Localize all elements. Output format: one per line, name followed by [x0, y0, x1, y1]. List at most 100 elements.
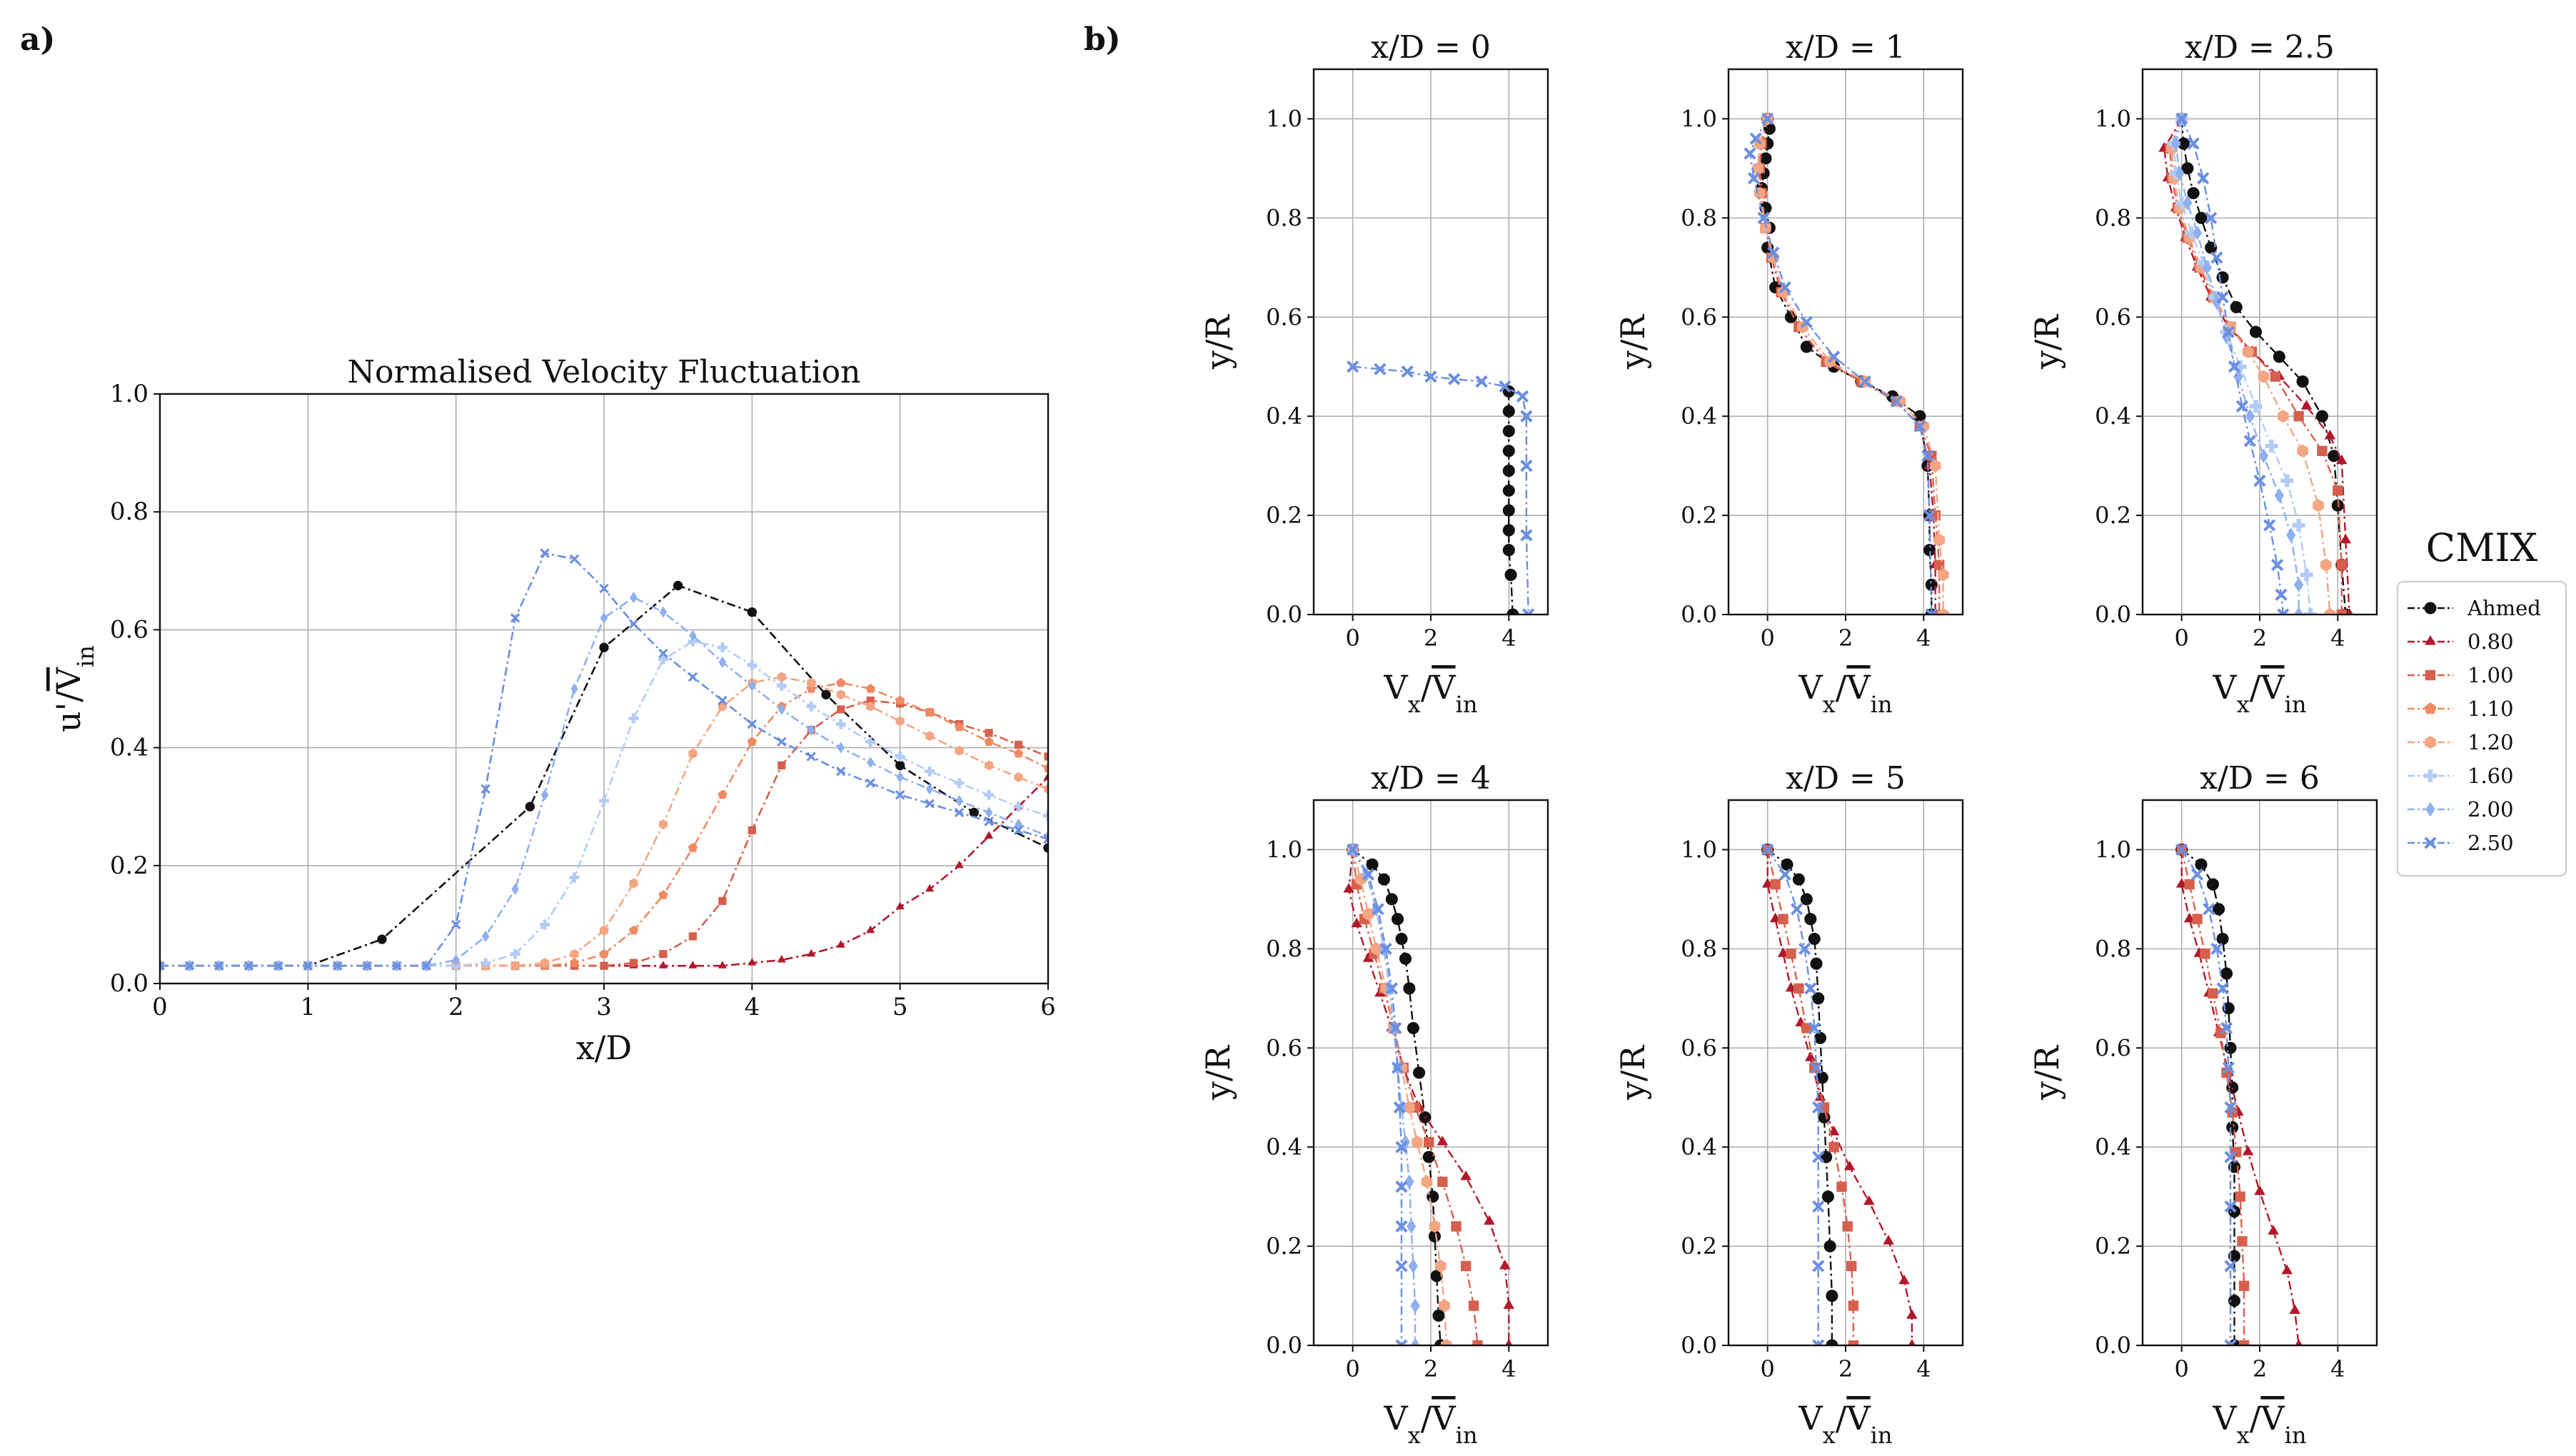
- point-2.50: [1347, 360, 1359, 373]
- point-0.80: [895, 901, 905, 910]
- point-2.00: [511, 883, 519, 895]
- series-line-0.80: [2180, 849, 2300, 1345]
- point-2.00: [1410, 1338, 1420, 1345]
- point-Ahmed: [2230, 300, 2243, 313]
- point-1.00: [778, 761, 786, 769]
- subplot-b2: 0 2 4 0.0 0.2 0.4 0.6 0.8 1.0 x/D = 1 Vx/Vin y/R: [1614, 29, 1964, 718]
- series-line-Ahmed: [1508, 391, 1514, 615]
- point-2.00: [2258, 448, 2269, 464]
- point-1.20: [2320, 558, 2332, 572]
- point-1.20: [658, 819, 668, 829]
- point-2.50: [2216, 290, 2229, 304]
- point-0.80: [2289, 1304, 2300, 1314]
- point-2.50: [1424, 370, 1437, 383]
- point-1.10: [1043, 763, 1048, 773]
- y-tick-label: 0.0: [2095, 601, 2131, 628]
- point-1.00: [2235, 1191, 2245, 1202]
- point-2.50: [1395, 1141, 1408, 1153]
- point-1.00: [2317, 445, 2328, 456]
- point-Ahmed: [2222, 1002, 2235, 1015]
- point-2.50: [1749, 132, 1762, 145]
- point-0.80: [807, 949, 816, 957]
- legend-label-1.60: 1.60: [2467, 764, 2514, 788]
- point-2.50: [2275, 588, 2288, 601]
- legend-marker: [2425, 669, 2436, 681]
- y-tick-label: 0.8: [1681, 935, 1717, 962]
- point-1.20: [1014, 772, 1023, 782]
- point-0.80: [1883, 1235, 1894, 1245]
- legend-label-2.00: 2.00: [2467, 797, 2514, 821]
- point-Ahmed: [2220, 967, 2233, 980]
- x-axis-label: Vx/Vin: [1383, 1399, 1477, 1449]
- point-Ahmed: [2216, 932, 2229, 946]
- legend-marker: [2424, 769, 2437, 782]
- point-1.00: [2333, 485, 2343, 496]
- point-2.00: [778, 703, 786, 715]
- point-2.00: [2233, 369, 2243, 384]
- point-2.00: [2274, 487, 2285, 503]
- point-2.50: [1747, 172, 1761, 185]
- point-2.50: [599, 583, 609, 594]
- point-2.50: [451, 919, 461, 930]
- point-Ahmed: [1366, 858, 1379, 871]
- series-line-2.50: [1766, 849, 1819, 1345]
- series-line-0.80: [2163, 118, 2350, 615]
- point-2.50: [628, 619, 639, 629]
- subplot-b3: 0 2 4 0.0 0.2 0.4 0.6 0.8 1.0 x/D = 2.5 Vx/Vin y/R: [2028, 29, 2378, 718]
- point-2.50: [2220, 1021, 2233, 1035]
- point-Ahmed: [1403, 982, 1416, 995]
- point-1.20: [688, 748, 698, 759]
- point-1.10: [954, 722, 965, 732]
- point-1.00: [1014, 740, 1023, 749]
- point-2.50: [1767, 246, 1780, 259]
- point-Ahmed: [2296, 375, 2309, 388]
- point-0.80: [1898, 1274, 1910, 1285]
- point-2.00: [570, 682, 578, 695]
- point-1.60: [717, 642, 728, 653]
- point-2.50: [540, 548, 550, 558]
- point-Ahmed: [2181, 162, 2194, 175]
- point-2.50: [1925, 608, 1938, 615]
- point-2.00: [1408, 1258, 1419, 1274]
- point-Ahmed: [2205, 241, 2218, 254]
- point-2.50: [510, 613, 520, 623]
- y-tick-label: 0.8: [2095, 204, 2131, 231]
- point-1.10: [599, 949, 609, 959]
- point-2.50: [184, 961, 195, 971]
- legend-marker: [2425, 635, 2436, 645]
- point-1.00: [2293, 410, 2304, 422]
- point-2.50: [481, 784, 490, 794]
- point-2.50: [865, 778, 875, 788]
- point-Ahmed: [1504, 568, 1517, 581]
- point-2.50: [1522, 608, 1535, 615]
- x-axis-label: Vx/Vin: [1383, 668, 1477, 718]
- point-1.00: [659, 950, 668, 959]
- y-tick-label: 0.0: [1681, 1332, 1717, 1359]
- point-0.80: [1805, 1051, 1816, 1061]
- point-1.00: [2200, 949, 2210, 959]
- series-line-Ahmed: [2180, 849, 2235, 1345]
- point-2.00: [925, 783, 934, 795]
- point-Ahmed: [1407, 1021, 1419, 1035]
- point-Ahmed: [1826, 1339, 1838, 1345]
- y-tick-label: 0.8: [1266, 204, 1302, 231]
- series-layer: [1347, 360, 1535, 615]
- point-Ahmed: [1913, 410, 1926, 423]
- x-tick-label: 4: [2330, 625, 2345, 652]
- point-0.80: [777, 955, 786, 963]
- point-0.80: [2336, 454, 2348, 465]
- point-Ahmed: [2224, 1041, 2237, 1054]
- point-1.60: [895, 751, 905, 762]
- point-0.80: [1460, 1170, 1471, 1181]
- point-1.00: [2336, 560, 2347, 570]
- y-tick-label: 0.2: [1681, 1233, 1717, 1260]
- y-tick-label: 0.8: [2095, 935, 2131, 962]
- point-0.80: [925, 884, 935, 892]
- y-tick-label: 0.0: [110, 969, 149, 998]
- point-1.10: [865, 684, 875, 693]
- point-0.80: [1343, 883, 1354, 893]
- x-tick-label: 2: [2253, 625, 2267, 652]
- point-1.60: [1013, 802, 1024, 812]
- legend-marker: [2425, 736, 2436, 749]
- point-2.50: [2277, 608, 2290, 615]
